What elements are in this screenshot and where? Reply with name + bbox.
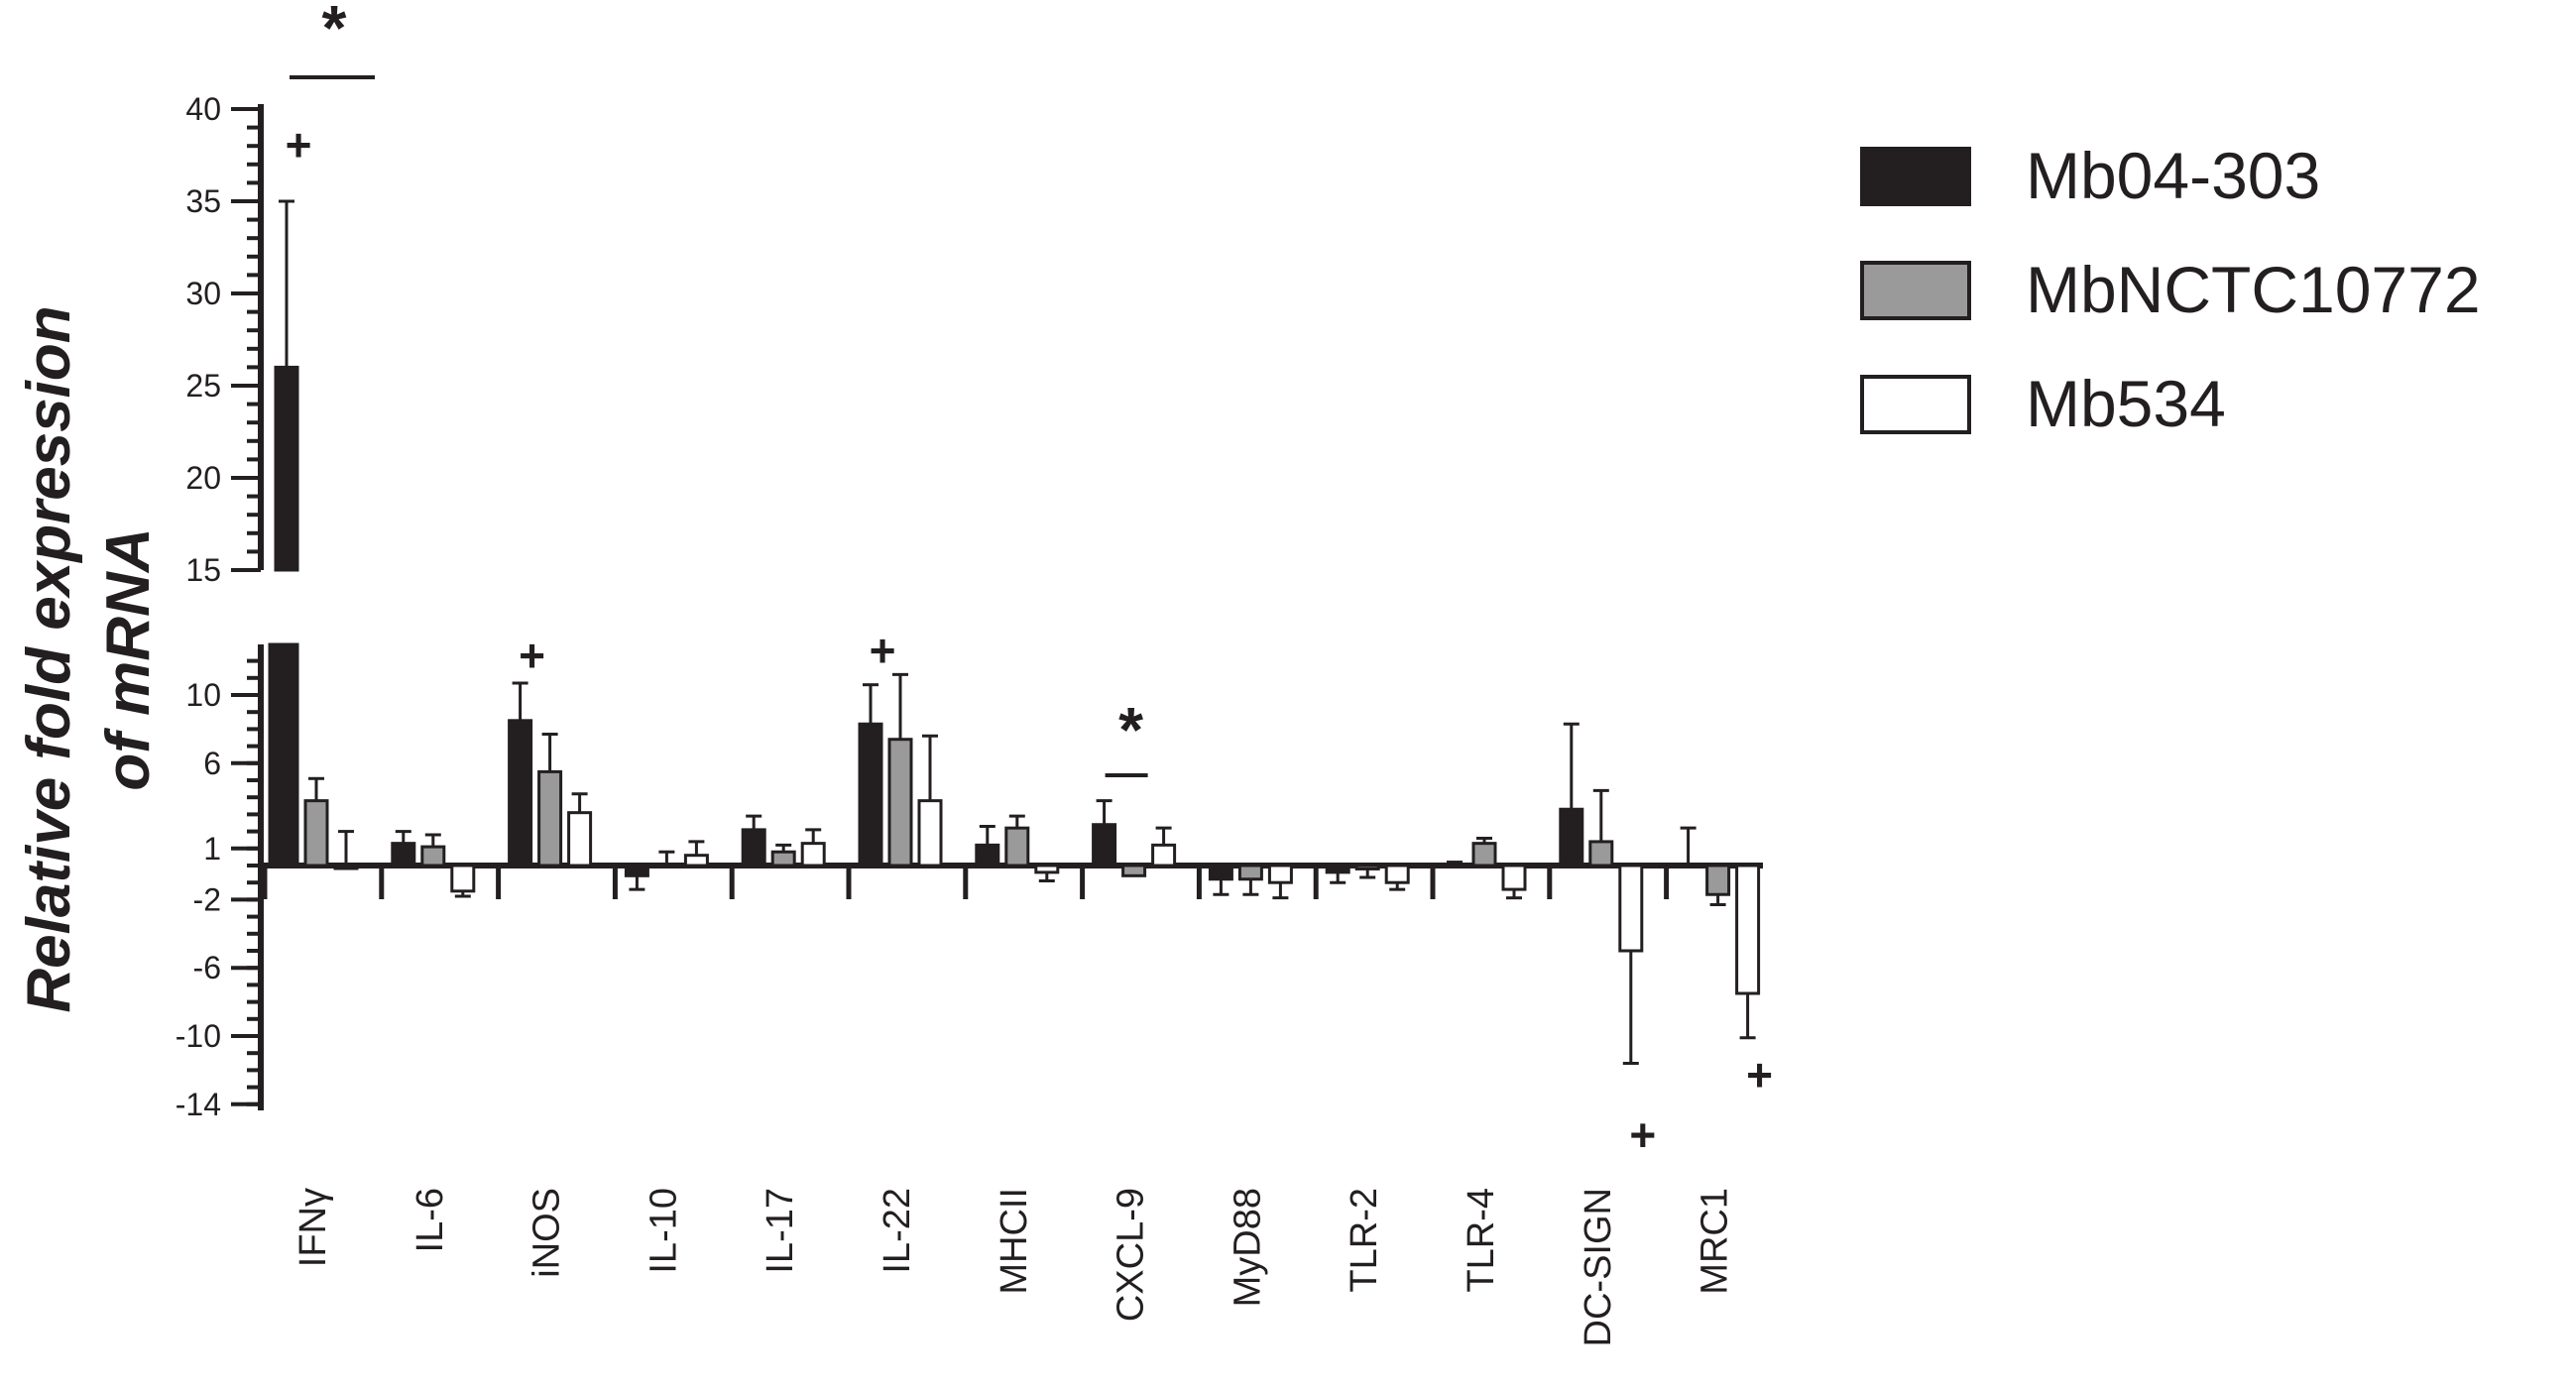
significance-star: * <box>1118 694 1143 765</box>
upper-tick-label: 30 <box>185 276 221 311</box>
significance-plus: + <box>1629 1108 1656 1160</box>
lower-tick-label: 1 <box>203 831 221 867</box>
bar <box>1501 864 1527 891</box>
bar <box>391 842 416 868</box>
bar <box>1034 864 1060 874</box>
lower-tick-label: 10 <box>185 677 221 713</box>
category-label: MHCII <box>994 1188 1035 1295</box>
bar <box>1325 864 1350 874</box>
bar <box>887 738 913 868</box>
bar <box>508 719 533 868</box>
category-label: IFNγ <box>293 1188 334 1267</box>
bar <box>683 854 709 868</box>
bar <box>975 843 1000 868</box>
legend-label: Mb534 <box>2026 367 2226 440</box>
category-label: DC-SIGN <box>1578 1188 1619 1346</box>
legend-swatch <box>1860 147 1971 206</box>
legend-item: Mb534 <box>1860 367 2226 440</box>
bar <box>1354 864 1380 870</box>
category-labels: IFNγ IL-6 iNOS IL-10 IL-17 IL-22 MHCII CXCL-9 My… <box>293 1188 1736 1346</box>
lower-tick-label: 6 <box>203 746 221 781</box>
lower-tick-label: -2 <box>193 881 221 917</box>
legend-label: Mb04-303 <box>2026 139 2320 212</box>
bar <box>1208 864 1233 881</box>
annotations: + + + + + * * <box>286 0 1773 1160</box>
bar <box>1151 843 1177 868</box>
significance-star: * <box>322 0 347 63</box>
axes: 40 35 30 25 20 15 10 6 1 -2 -6 -10 -14 <box>176 91 1763 1122</box>
category-label: MRC1 <box>1695 1188 1736 1295</box>
category-label: IL-17 <box>760 1188 801 1274</box>
legend-item: MbNCTC10772 <box>1860 253 2481 326</box>
legend-swatch <box>1860 261 1971 320</box>
bar <box>567 811 593 868</box>
lower-tick-label: -14 <box>176 1087 221 1122</box>
legend-item: Mb04-303 <box>1860 139 2320 212</box>
bar <box>1121 864 1147 877</box>
bar <box>450 864 476 893</box>
lower-tick-label: -10 <box>176 1018 221 1054</box>
significance-plus: + <box>870 625 896 676</box>
category-label: TLR-2 <box>1344 1188 1385 1293</box>
bar <box>1471 842 1497 868</box>
y-axis-label: Relative fold expression of mRNA <box>15 305 163 1012</box>
upper-tick-label: 35 <box>185 183 221 219</box>
upper-tick-label: 15 <box>185 552 221 588</box>
bar <box>1588 840 1614 868</box>
legend: Mb04-303 MbNCTC10772 Mb534 <box>1860 139 2481 440</box>
category-label: IL-6 <box>410 1188 451 1252</box>
y-axis-label-line-1: Relative fold expression <box>15 305 83 1012</box>
bar-upper <box>274 365 299 572</box>
bar <box>1267 864 1293 884</box>
legend-swatch <box>1860 375 1971 434</box>
category-label: IL-10 <box>643 1188 684 1274</box>
bar-lower <box>268 642 299 868</box>
bar <box>917 799 943 868</box>
bar <box>800 842 826 868</box>
bar <box>1559 807 1584 868</box>
bar <box>303 799 329 868</box>
bar <box>537 769 563 868</box>
legend-label: MbNCTC10772 <box>2026 253 2481 326</box>
bar <box>1004 826 1030 868</box>
upper-tick-label: 20 <box>185 460 221 496</box>
error-bars <box>279 199 1756 1066</box>
bar <box>624 864 649 877</box>
bar <box>420 845 446 868</box>
bar <box>741 828 766 868</box>
bar <box>1237 864 1263 881</box>
category-label: IL-22 <box>877 1188 918 1274</box>
upper-tick-label: 25 <box>185 368 221 404</box>
significance-plus: + <box>1746 1049 1773 1100</box>
category-label: MyD88 <box>1227 1188 1268 1307</box>
category-label: iNOS <box>527 1188 568 1278</box>
bar <box>1705 864 1731 896</box>
bar <box>333 864 359 870</box>
bar <box>1384 864 1410 884</box>
significance-plus: + <box>519 630 545 681</box>
bar <box>858 722 883 868</box>
category-label: TLR-4 <box>1461 1188 1502 1293</box>
significance-plus: + <box>286 119 312 171</box>
y-axis-label-line-2: of mRNA <box>94 527 163 790</box>
bar <box>1618 864 1644 953</box>
upper-tick-label: 40 <box>185 91 221 127</box>
bar <box>770 850 796 868</box>
lower-tick-label: -6 <box>193 950 221 985</box>
category-label: CXCL-9 <box>1111 1188 1152 1322</box>
bars <box>268 365 1761 995</box>
bar <box>1735 864 1761 995</box>
bar <box>1092 823 1117 868</box>
